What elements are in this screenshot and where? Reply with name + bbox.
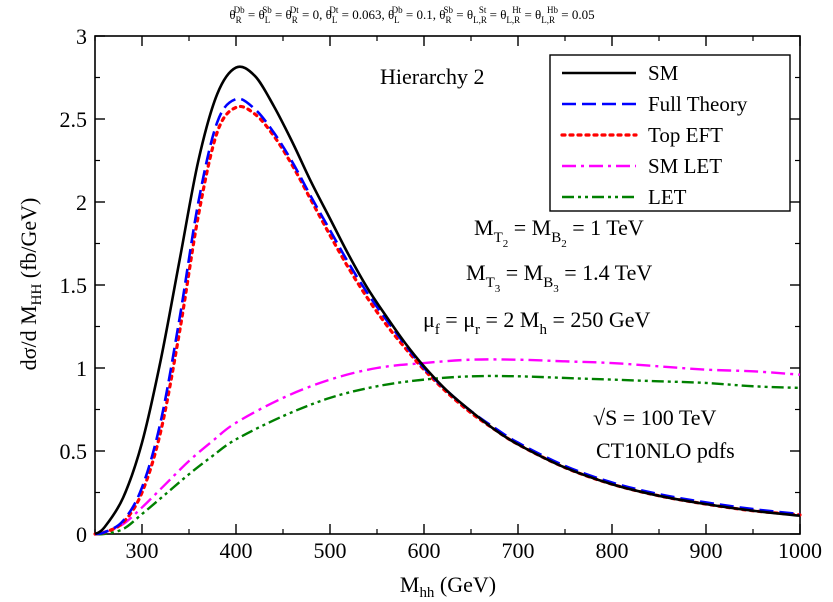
series-line-top-eft [93, 104, 802, 536]
y-axis-title: dσ/d MHH (fb/GeV) [16, 198, 45, 371]
series-line-sm [94, 65, 801, 536]
x-tick-label: 700 [502, 538, 535, 563]
x-tick-label: 300 [126, 538, 159, 563]
x-tick-label: 1000 [778, 538, 822, 563]
legend-box [549, 54, 791, 212]
chart-title: θRDb = θLSb = θRDt = 0, θLDt = 0.063, θL… [229, 5, 594, 25]
legend-label: SM [648, 61, 679, 85]
y-tick-label: 3 [76, 24, 87, 49]
y-tick-label: 1.5 [60, 273, 88, 298]
legend-label: SM LET [648, 154, 722, 178]
x-tick-label: 500 [314, 538, 347, 563]
series-line-sm-let [94, 358, 801, 536]
y-tick-label: 1 [76, 356, 87, 381]
legend: SM Full Theory Top EFT SM LET LET [549, 54, 791, 212]
series-line-full-theory [94, 97, 801, 536]
legend-label: Full Theory [648, 92, 748, 116]
x-tick-label: 400 [220, 538, 253, 563]
y-axis: 0 0.5 1 1.5 2 2.5 3 [60, 24, 800, 547]
y-tick-label: 2 [76, 190, 87, 215]
energy-annotation: √S = 100 TeV [593, 405, 716, 430]
mass-annotation-t3: MT3 = MB3 = 1.4 TeV [466, 260, 652, 295]
series-group [93, 65, 802, 536]
x-axis-title: Mhh (GeV) [400, 572, 496, 601]
x-axis: 300 400 500 600 700 800 900 1000 [94, 36, 822, 563]
y-tick-label: 0 [76, 522, 87, 547]
hierarchy-label: Hierarchy 2 [380, 64, 484, 89]
series-line-let [94, 374, 801, 536]
scale-annotation: μf = μr = 2 Mh = 250 GeV [423, 307, 651, 338]
x-tick-label: 800 [596, 538, 629, 563]
x-tick-label: 600 [408, 538, 441, 563]
legend-label: Top EFT [648, 123, 723, 147]
x-tick-label: 900 [690, 538, 723, 563]
pdf-annotation: CT10NLO pdfs [596, 438, 735, 463]
mass-annotation-t2: MT2 = MB2 = 1 TeV [474, 215, 644, 250]
y-tick-label: 0.5 [60, 439, 88, 464]
legend-label: LET [648, 185, 687, 209]
y-tick-label: 2.5 [60, 107, 88, 132]
